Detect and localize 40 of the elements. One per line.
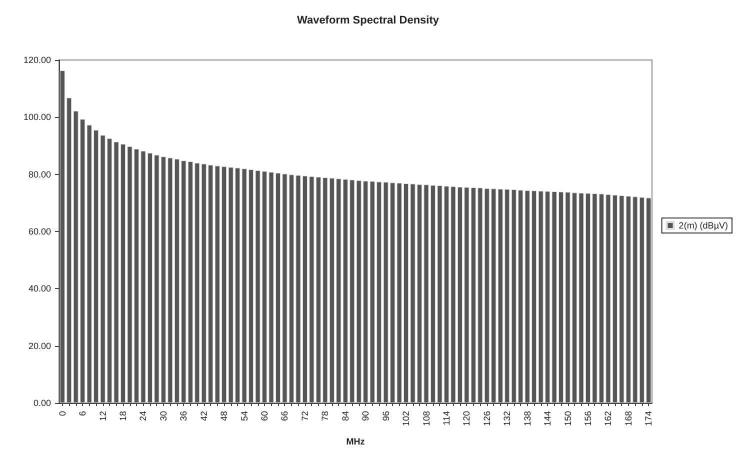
y-tick-label: 80.00	[28, 169, 51, 180]
x-tick-label: 114	[441, 411, 452, 426]
x-tick-label: 90	[360, 411, 371, 422]
x-tick-label: 144	[542, 411, 553, 426]
x-tick-label: 84	[340, 411, 350, 422]
x-tick-label: 96	[380, 411, 391, 422]
y-tick-label: 100.00	[23, 112, 51, 122]
x-tick-label: 18	[118, 411, 128, 422]
y-tick-label: 40.00	[28, 284, 51, 294]
x-tick-label: 72	[300, 411, 310, 422]
x-tick-label: 102	[401, 411, 412, 426]
x-tick-label: 66	[280, 411, 290, 422]
x-tick-label: 108	[421, 411, 432, 426]
x-tick-label: 132	[502, 411, 512, 426]
x-tick-label: 162	[603, 411, 614, 426]
x-tick-label: 48	[219, 411, 230, 422]
y-tick-label: 0.00	[33, 398, 51, 408]
x-tick-label: 138	[522, 411, 532, 426]
x-tick-label: 60	[260, 411, 270, 422]
x-tick-label: 42	[198, 411, 209, 422]
x-tick-label: 174	[644, 411, 654, 426]
x-tick-label: 24	[138, 411, 148, 422]
x-axis-title: MHz	[346, 436, 366, 446]
x-tick-label: 6	[78, 411, 88, 416]
x-tick-label: 54	[239, 411, 250, 422]
x-tick-label: 150	[562, 411, 573, 426]
x-tick-label: 126	[482, 411, 492, 426]
x-tick-label: 12	[98, 411, 108, 422]
y-tick-label: 60.00	[28, 226, 51, 236]
chart-title: Waveform Spectral Density	[296, 14, 440, 26]
legend-label: 2(m) (dBµV)	[678, 220, 728, 230]
x-tick-label: 30	[158, 411, 168, 422]
x-tick-label: 120	[462, 411, 472, 426]
x-tick-label: 168	[623, 411, 634, 426]
y-tick-label: 120.00	[23, 55, 51, 65]
x-tick-label: 36	[178, 411, 189, 422]
x-tick-label: 78	[320, 411, 330, 422]
y-tick-label: 20.00	[28, 340, 51, 351]
x-tick-label: 0	[57, 411, 68, 416]
x-tick-label: 156	[582, 411, 593, 426]
